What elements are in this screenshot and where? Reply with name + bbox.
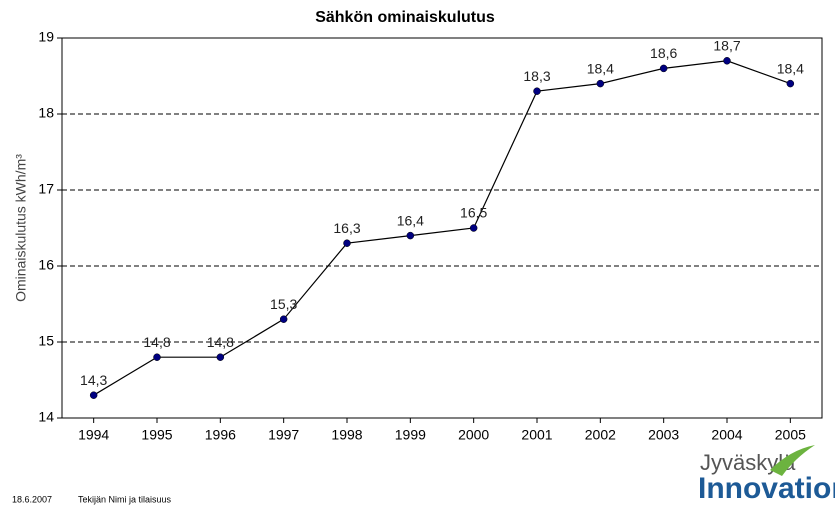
- x-tick-label: 1996: [205, 427, 236, 443]
- point: [533, 87, 541, 95]
- y-tick-label: 15: [38, 333, 54, 349]
- x-tick-label: 1997: [268, 427, 299, 443]
- point: [406, 231, 415, 240]
- x-tick-label: 2004: [711, 427, 742, 443]
- point: [216, 353, 225, 361]
- data-label: 16,5: [460, 205, 487, 221]
- y-tick-label: 14: [38, 409, 54, 425]
- x-tick-label: 2001: [521, 427, 552, 443]
- logo-bottom: Innovation: [698, 472, 835, 505]
- data-label: 18,7: [713, 38, 740, 54]
- footer-date: 18.6.2007: [12, 494, 52, 504]
- data-label: 14,8: [143, 334, 170, 350]
- x-tick-label: 2002: [585, 427, 616, 443]
- point: [343, 239, 351, 247]
- chart-title: Sähkön ominaiskulutus: [315, 9, 495, 26]
- point: [89, 391, 98, 399]
- point: [469, 224, 478, 232]
- data-label: 18,3: [523, 68, 550, 84]
- y-axis-label: Ominaiskulutus kWh/m³: [13, 154, 29, 302]
- data-label: 16,4: [397, 212, 424, 228]
- point: [786, 79, 795, 88]
- logo-swoosh: [770, 445, 815, 476]
- data-label: 15,3: [270, 296, 297, 312]
- data-label: 18,4: [777, 60, 804, 76]
- footer-author: Tekijän Nimi ja tilaisuus: [78, 494, 172, 504]
- y-tick-label: 18: [38, 105, 54, 121]
- point: [279, 315, 288, 323]
- point: [153, 353, 161, 361]
- x-tick-label: 1995: [141, 427, 172, 443]
- data-label: 16,3: [333, 220, 360, 236]
- y-tick-label: 17: [38, 181, 54, 197]
- line: [93, 60, 791, 396]
- x-tick-label: 1994: [78, 427, 109, 443]
- point: [596, 79, 605, 88]
- x-tick-label: 2005: [775, 427, 806, 443]
- x-tick-label: 2000: [458, 427, 489, 443]
- data-label: 14,8: [207, 334, 234, 350]
- data-label: 14,3: [80, 372, 107, 388]
- x-tick-label: 2003: [648, 427, 679, 443]
- x-tick-label: 1999: [395, 427, 426, 443]
- plot-frame: [61, 37, 823, 419]
- x-tick-label: 1998: [331, 427, 362, 443]
- y-tick-label: 16: [38, 257, 54, 273]
- point: [723, 57, 731, 65]
- point: [659, 64, 668, 73]
- data-label: 18,6: [650, 45, 677, 61]
- data-label: 18,4: [587, 60, 614, 76]
- y-tick-label: 19: [38, 29, 54, 45]
